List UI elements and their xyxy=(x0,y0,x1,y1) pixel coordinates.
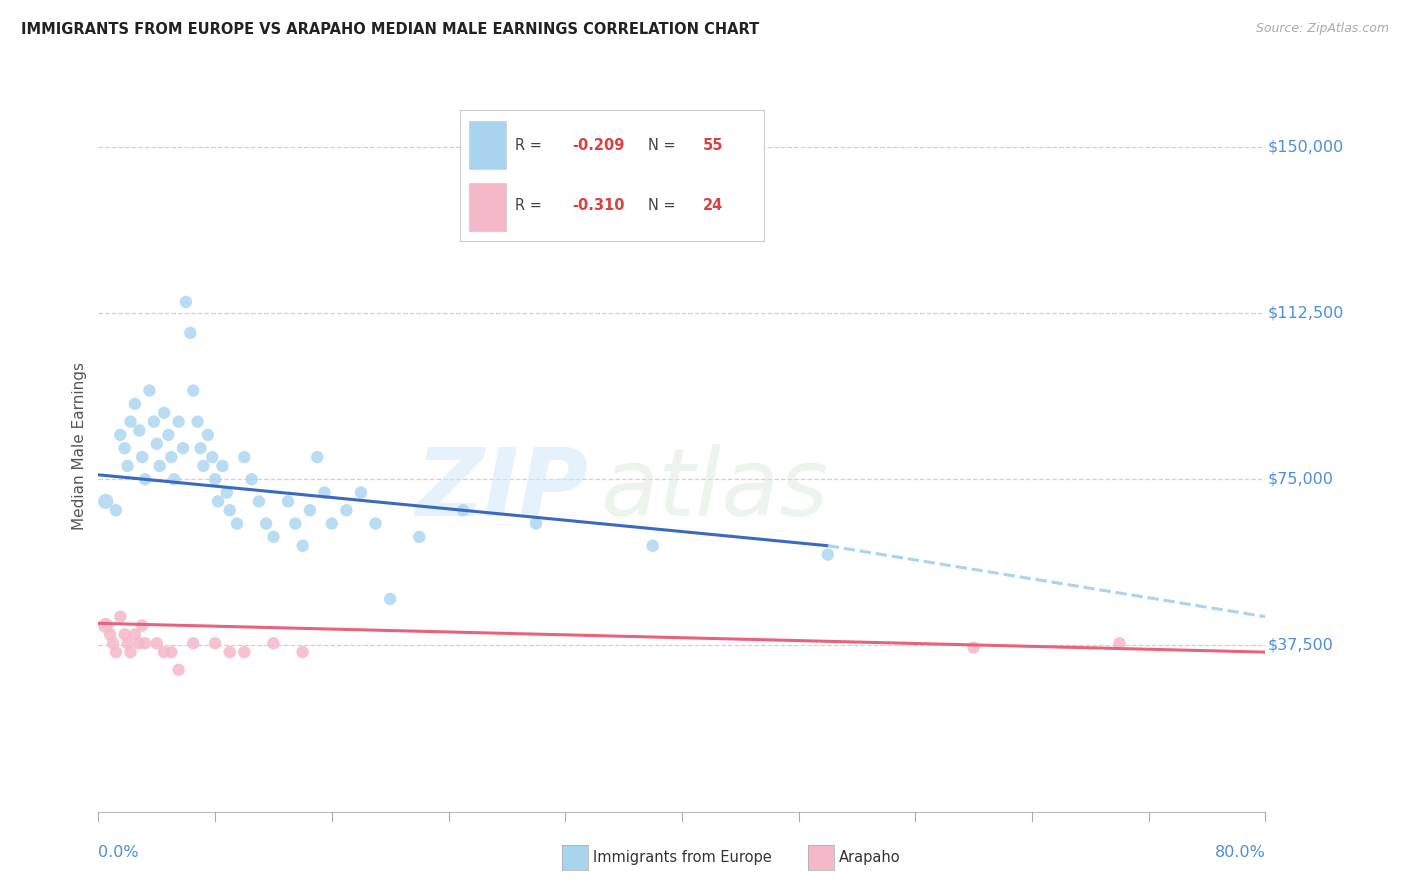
Point xyxy=(149,458,172,473)
Point xyxy=(215,485,238,500)
Point xyxy=(350,485,373,500)
Point xyxy=(307,450,329,464)
Point xyxy=(218,645,240,659)
Point xyxy=(291,539,314,553)
Point xyxy=(335,503,357,517)
Point xyxy=(451,503,474,517)
Text: $75,000: $75,000 xyxy=(1268,472,1334,487)
Text: IMMIGRANTS FROM EUROPE VS ARAPAHO MEDIAN MALE EARNINGS CORRELATION CHART: IMMIGRANTS FROM EUROPE VS ARAPAHO MEDIAN… xyxy=(21,22,759,37)
Point xyxy=(138,384,160,398)
Point xyxy=(378,591,402,606)
Text: Source: ZipAtlas.com: Source: ZipAtlas.com xyxy=(1256,22,1389,36)
Point xyxy=(157,428,180,442)
Point xyxy=(262,636,284,650)
Point xyxy=(146,437,169,451)
Point xyxy=(240,472,263,486)
Point xyxy=(181,384,204,398)
Y-axis label: Median Male Earnings: Median Male Earnings xyxy=(72,362,87,530)
Point xyxy=(117,458,139,473)
Point xyxy=(226,516,249,531)
Point xyxy=(98,627,121,641)
Text: $37,500: $37,500 xyxy=(1268,638,1334,653)
Text: 80.0%: 80.0% xyxy=(1215,845,1265,860)
Text: ZIP: ZIP xyxy=(416,444,589,536)
Point xyxy=(298,503,321,517)
Text: atlas: atlas xyxy=(600,444,828,535)
Point xyxy=(160,645,183,659)
Point xyxy=(204,472,226,486)
Point xyxy=(817,548,839,562)
Point xyxy=(101,636,124,650)
Point xyxy=(124,627,146,641)
Point xyxy=(190,441,212,455)
Point xyxy=(163,472,186,486)
Point xyxy=(114,441,136,455)
Point xyxy=(131,450,153,464)
Point xyxy=(153,406,176,420)
Point xyxy=(120,645,142,659)
Point xyxy=(124,397,146,411)
Point xyxy=(1108,636,1130,650)
Point xyxy=(247,494,270,508)
Point xyxy=(142,415,165,429)
Point xyxy=(193,458,215,473)
Point xyxy=(104,645,127,659)
Point xyxy=(117,636,139,650)
Point xyxy=(174,294,197,309)
Point xyxy=(120,415,142,429)
Point xyxy=(284,516,307,531)
Point xyxy=(204,636,226,650)
Point xyxy=(962,640,984,655)
Point xyxy=(128,636,150,650)
Point xyxy=(291,645,314,659)
Point xyxy=(524,516,547,531)
Point xyxy=(321,516,343,531)
Point xyxy=(172,441,194,455)
Point xyxy=(104,503,127,517)
Point xyxy=(110,428,132,442)
Point xyxy=(134,636,156,650)
Point xyxy=(211,458,233,473)
Point xyxy=(146,636,169,650)
Point xyxy=(167,663,190,677)
Point xyxy=(128,424,150,438)
Text: $112,500: $112,500 xyxy=(1268,306,1344,320)
Point xyxy=(201,450,224,464)
Text: Arapaho: Arapaho xyxy=(839,850,901,864)
Point xyxy=(641,539,664,553)
Point xyxy=(134,472,156,486)
Point xyxy=(160,450,183,464)
Text: $150,000: $150,000 xyxy=(1268,139,1344,154)
Point xyxy=(94,494,117,508)
Point xyxy=(408,530,430,544)
Point xyxy=(314,485,336,500)
Text: Immigrants from Europe: Immigrants from Europe xyxy=(593,850,772,864)
Point xyxy=(131,618,153,632)
Point xyxy=(94,618,117,632)
Point xyxy=(114,627,136,641)
Point xyxy=(153,645,176,659)
Point xyxy=(181,636,204,650)
Point xyxy=(364,516,387,531)
Point xyxy=(187,415,209,429)
Point xyxy=(233,450,256,464)
Point xyxy=(179,326,201,340)
Point xyxy=(218,503,240,517)
Point xyxy=(233,645,256,659)
Point xyxy=(254,516,277,531)
Point xyxy=(197,428,219,442)
Text: 0.0%: 0.0% xyxy=(98,845,139,860)
Point xyxy=(262,530,284,544)
Point xyxy=(277,494,299,508)
Point xyxy=(167,415,190,429)
Point xyxy=(110,609,132,624)
Point xyxy=(207,494,229,508)
